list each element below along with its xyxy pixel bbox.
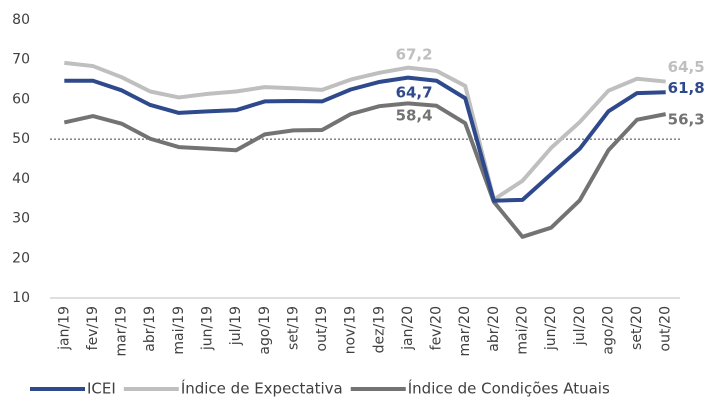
x-tick-label: set/19 xyxy=(285,306,301,350)
data-label: 64,5 xyxy=(668,58,705,76)
x-tick-label: jan/20 xyxy=(400,306,416,351)
x-tick-label: jan/19 xyxy=(56,306,72,351)
y-tick-label: 80 xyxy=(12,12,30,28)
series-line xyxy=(64,60,666,202)
x-tick-label: abr/19 xyxy=(142,306,158,352)
data-label: 58,4 xyxy=(396,106,433,124)
y-tick-label: 30 xyxy=(12,211,30,227)
x-tick-label: jul/20 xyxy=(572,306,588,346)
x-tick-label: ago/20 xyxy=(600,306,616,355)
x-tick-label: mar/19 xyxy=(114,306,130,357)
x-tick-label: abr/20 xyxy=(486,306,502,352)
x-tick-label: jun/19 xyxy=(200,306,216,351)
y-tick-label: 20 xyxy=(12,250,30,266)
x-tick-label: set/20 xyxy=(629,306,645,350)
x-tick-label: fev/19 xyxy=(85,306,101,350)
y-tick-label: 40 xyxy=(12,171,30,187)
series-line xyxy=(63,101,667,239)
legend-label: Índice de Condições Atuais xyxy=(408,379,610,398)
y-tick-label: 60 xyxy=(12,91,30,107)
data-label: 61,8 xyxy=(668,79,705,97)
x-tick-label: ago/19 xyxy=(257,306,273,355)
x-tick-label: fev/20 xyxy=(429,306,445,350)
data-label: 56,3 xyxy=(668,111,705,129)
x-tick-label: jun/20 xyxy=(543,306,559,351)
x-tick-label: jul/19 xyxy=(228,306,244,346)
x-tick-label: mai/19 xyxy=(171,306,187,355)
y-tick-label: 70 xyxy=(12,52,30,68)
data-label: 67,2 xyxy=(396,45,433,63)
x-tick-label: out/20 xyxy=(658,306,674,351)
x-tick-label: nov/19 xyxy=(343,306,359,354)
y-tick-label: 10 xyxy=(12,290,30,306)
series-line xyxy=(64,75,666,203)
legend-label: ICEI xyxy=(87,380,116,398)
x-tick-label: mar/20 xyxy=(457,306,473,357)
x-tick-label: out/19 xyxy=(314,306,330,351)
y-tick-label: 50 xyxy=(12,131,30,147)
x-tick-label: mai/20 xyxy=(515,306,531,355)
data-label: 64,7 xyxy=(396,83,433,101)
legend-label: Índice de Expectativa xyxy=(181,379,343,398)
x-tick-label: dez/19 xyxy=(371,306,387,353)
